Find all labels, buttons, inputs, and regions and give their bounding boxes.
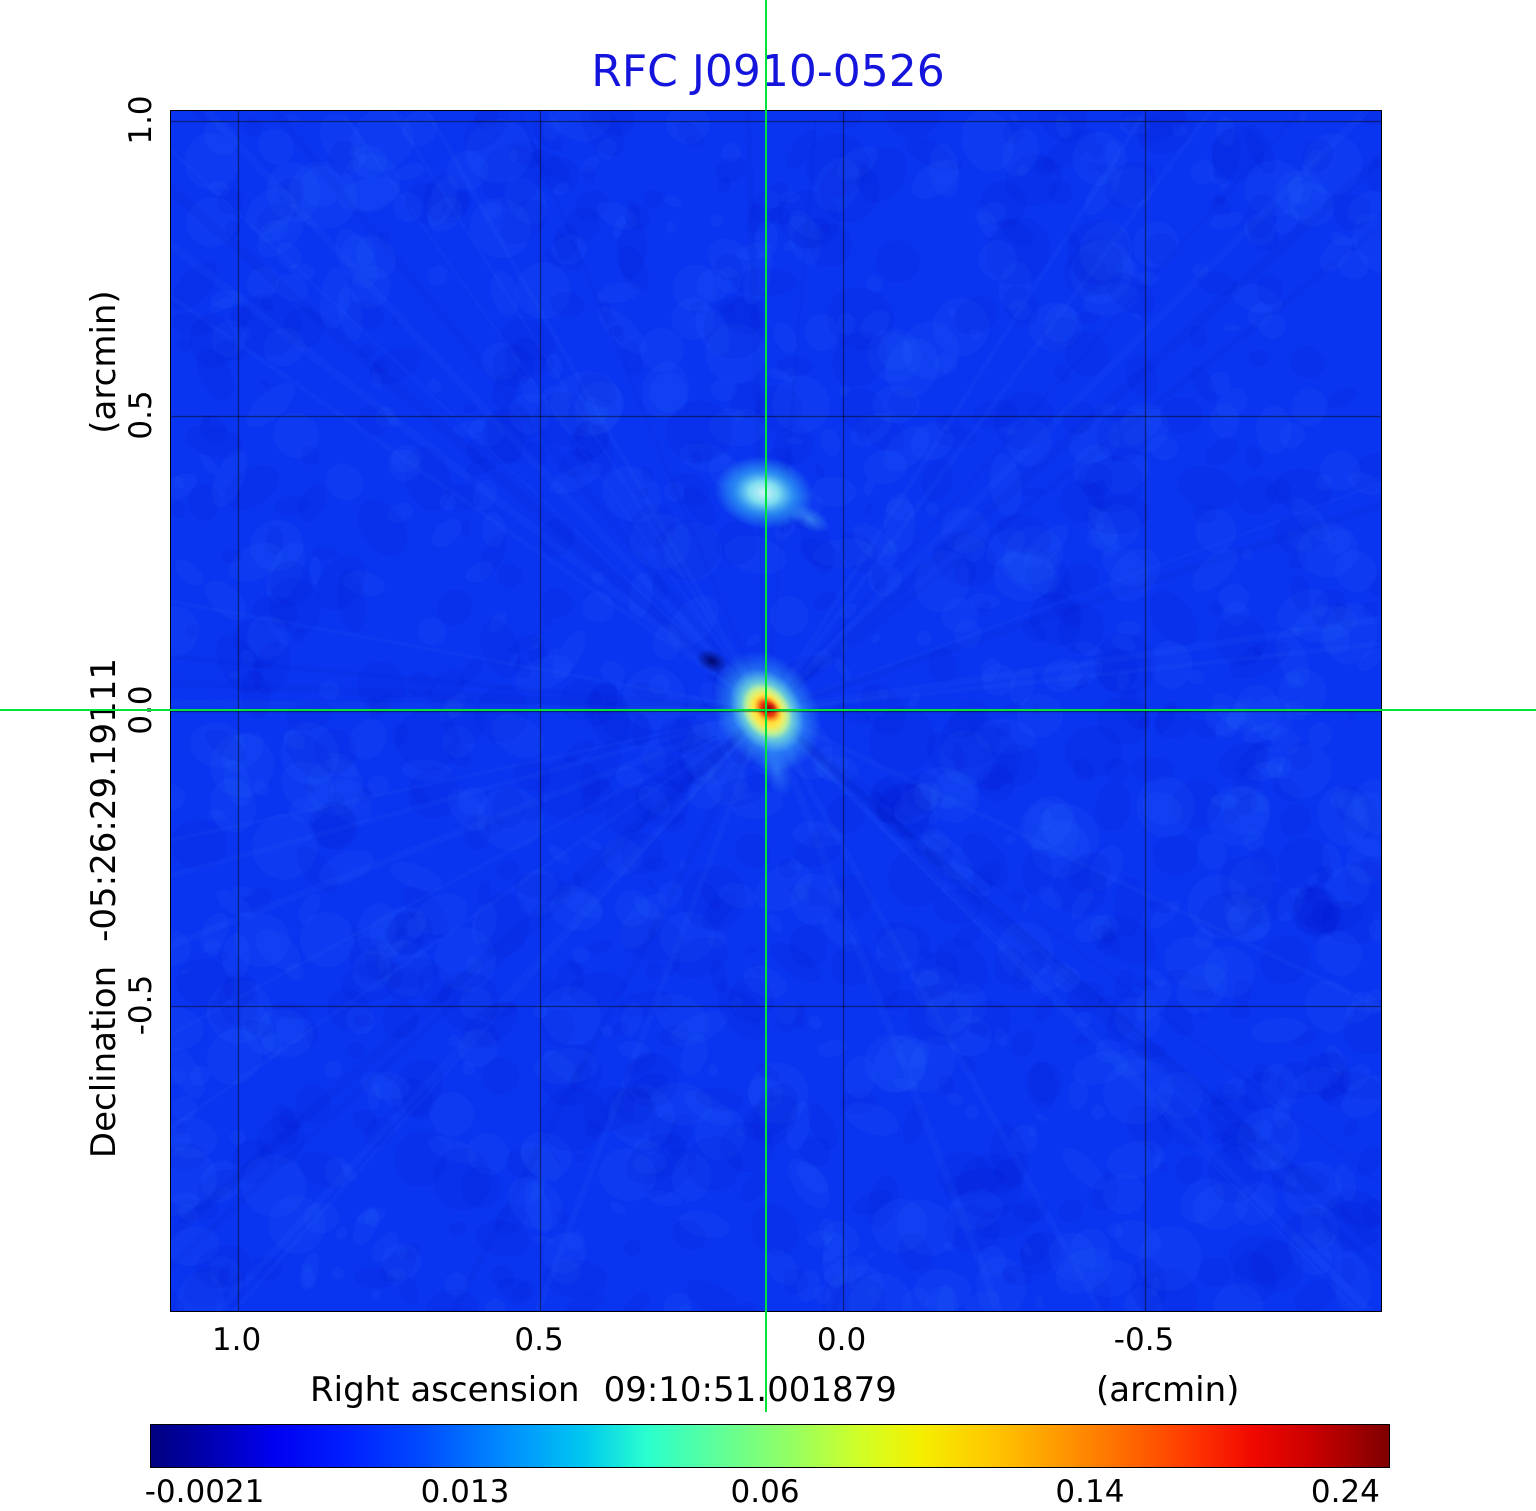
crosshair-vertical-line	[764, 0, 767, 1412]
y-axis-label: Declination	[84, 965, 124, 1159]
plot-area	[170, 110, 1382, 1312]
x-tick-label: 1.0	[211, 1322, 262, 1358]
y-tick-label: 0.5	[123, 390, 159, 440]
figure-title: RFC J0910-0526	[591, 46, 945, 97]
x-axis-title: Right ascension 09:10:51.001879	[310, 1370, 897, 1410]
colorbar	[150, 1424, 1390, 1468]
colorbar-tick-label: 0.06	[730, 1474, 800, 1510]
y-axis-value: -05:26:29.19111	[84, 657, 124, 942]
y-tick-label: 1.0	[123, 95, 159, 145]
y-tick-label: -0.5	[123, 974, 159, 1036]
x-tick-label: 0.5	[514, 1322, 564, 1358]
y-axis-title: Declination -05:26:29.19111	[84, 658, 124, 1158]
x-tick-label: -0.5	[1113, 1322, 1175, 1358]
x-tick-label: 0.0	[816, 1322, 867, 1358]
crosshair-horizontal-line	[0, 709, 1536, 711]
colorbar-tick-label: 0.14	[1055, 1474, 1125, 1510]
x-axis-unit: (arcmin)	[1096, 1370, 1240, 1410]
intensity-map-canvas	[171, 111, 1381, 1311]
colorbar-tick-label: 0.013	[420, 1474, 510, 1510]
y-axis-unit: (arcmin)	[84, 290, 124, 434]
colorbar-tick-label: 0.24	[1310, 1474, 1380, 1510]
x-axis-label: Right ascension	[310, 1370, 580, 1410]
x-axis-value: 09:10:51.001879	[603, 1370, 897, 1410]
colorbar-tick-label: -0.0021	[144, 1474, 265, 1510]
